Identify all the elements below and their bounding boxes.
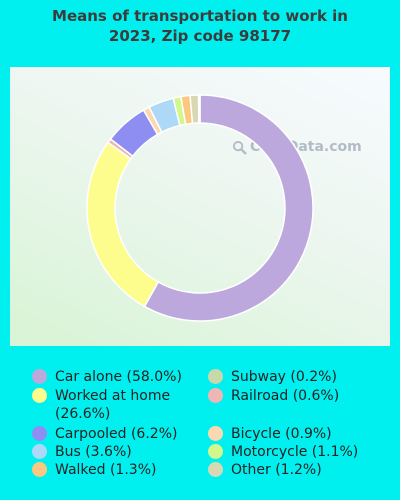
chart-title: Means of transportation to work in 2023,… xyxy=(0,6,400,46)
donut-slice-worked-at-home xyxy=(86,141,160,308)
chart-title-line-1: Means of transportation to work in xyxy=(52,7,348,25)
donut-slice-subway xyxy=(197,94,201,124)
magnifier-icon xyxy=(232,140,247,155)
chart-title-line-2: 2023, Zip code 98177 xyxy=(108,27,292,45)
donut-slice-car-alone xyxy=(143,94,314,322)
